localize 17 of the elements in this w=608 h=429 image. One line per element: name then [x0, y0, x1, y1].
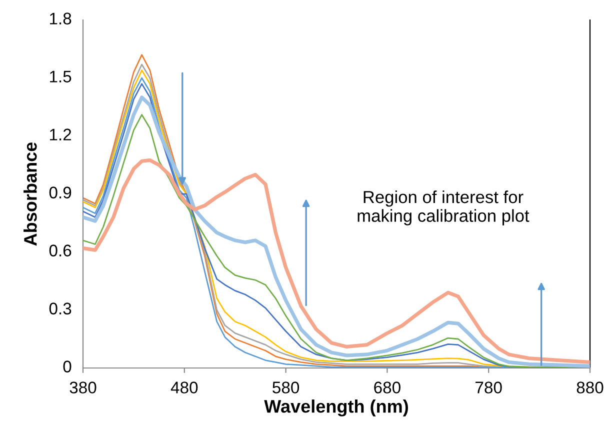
y-tick-label: 1.2	[50, 128, 72, 140]
x-tick-label: 680	[374, 382, 400, 394]
x-tick-label: 880	[576, 382, 604, 394]
y-axis-title: Absorbance	[24, 142, 37, 246]
x-tick-label: 580	[272, 382, 300, 394]
y-tick-label: 0	[63, 360, 72, 372]
y-tick-label: 0.6	[49, 244, 72, 256]
y-tick-label: 0.3	[49, 302, 72, 314]
x-tick-label: 780	[476, 382, 502, 394]
y-tick-label: 1.8	[50, 12, 72, 24]
x-tick-label: 380	[70, 382, 96, 394]
x-axis-title: Wavelength (nm)	[264, 400, 408, 416]
y-tick-label: 1.5	[50, 70, 72, 82]
y-tick-label: 0.9	[49, 186, 72, 198]
x-tick-label: 480	[170, 382, 198, 394]
line-series	[83, 158, 590, 364]
annotation: Region of interest for making calibration plot	[358, 190, 530, 226]
